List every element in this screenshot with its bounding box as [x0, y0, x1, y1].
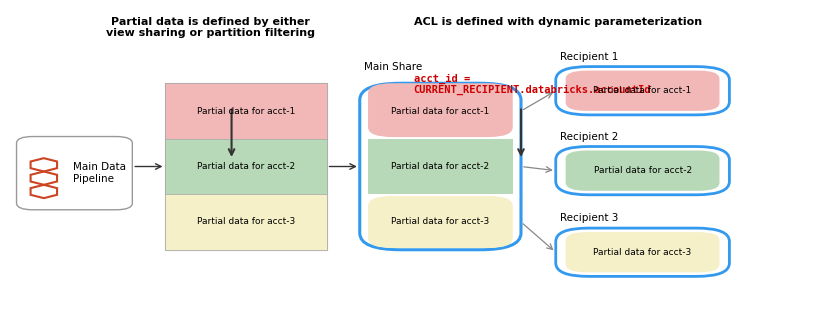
Text: Partial data for acct-3: Partial data for acct-3 — [391, 217, 490, 226]
FancyBboxPatch shape — [556, 67, 729, 115]
Text: Partial data for acct-1: Partial data for acct-1 — [197, 107, 295, 116]
Text: Partial data for acct-1: Partial data for acct-1 — [594, 86, 691, 95]
Bar — [368, 139, 513, 194]
Text: Partial data for acct-2: Partial data for acct-2 — [594, 166, 691, 175]
Bar — [165, 139, 327, 194]
Text: Main Share: Main Share — [364, 62, 422, 72]
Text: Main Data
Pipeline: Main Data Pipeline — [73, 163, 126, 184]
Text: Partial data for acct-2: Partial data for acct-2 — [391, 162, 490, 171]
Text: Partial data for acct-1: Partial data for acct-1 — [391, 107, 490, 116]
FancyBboxPatch shape — [368, 83, 513, 137]
Text: Recipient 2: Recipient 2 — [560, 132, 619, 142]
FancyBboxPatch shape — [360, 83, 521, 250]
Bar — [165, 194, 327, 250]
Bar — [165, 83, 327, 139]
FancyBboxPatch shape — [556, 228, 729, 276]
Bar — [165, 83, 327, 250]
Text: Partial data for acct-3: Partial data for acct-3 — [594, 248, 691, 257]
FancyBboxPatch shape — [368, 196, 513, 248]
Text: ACL is defined with dynamic parameterization: ACL is defined with dynamic parameteriza… — [414, 17, 701, 27]
Text: Recipient 3: Recipient 3 — [560, 213, 619, 223]
Text: acct_id =
CURRENT_RECIPIENT.databricks.accountId: acct_id = CURRENT_RECIPIENT.databricks.a… — [414, 73, 651, 95]
Text: Partial data for acct-2: Partial data for acct-2 — [197, 162, 295, 171]
FancyBboxPatch shape — [566, 151, 719, 191]
FancyBboxPatch shape — [17, 137, 132, 210]
FancyBboxPatch shape — [556, 147, 729, 195]
Text: Partial data for acct-3: Partial data for acct-3 — [197, 217, 295, 226]
FancyBboxPatch shape — [566, 232, 719, 272]
FancyBboxPatch shape — [566, 71, 719, 111]
Text: Recipient 1: Recipient 1 — [560, 52, 619, 62]
Text: Partial data is defined by either
view sharing or partition filtering: Partial data is defined by either view s… — [107, 17, 315, 38]
